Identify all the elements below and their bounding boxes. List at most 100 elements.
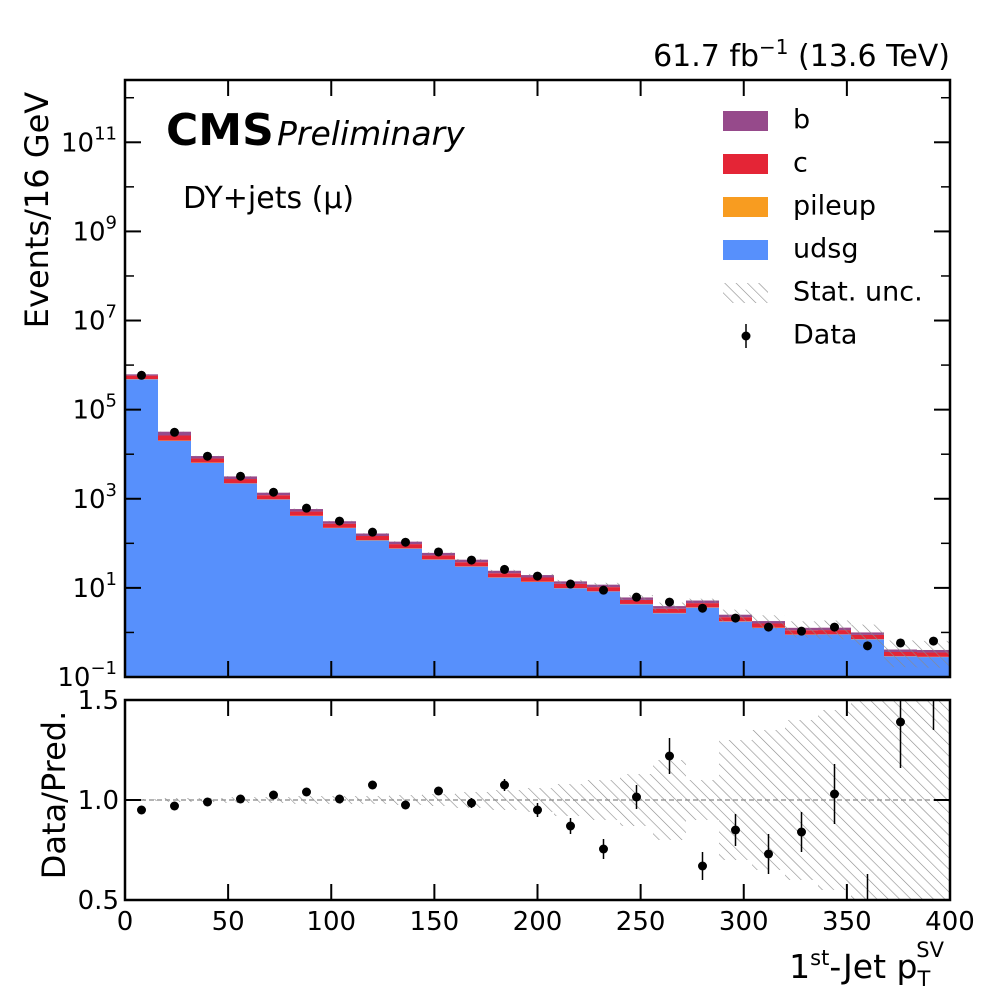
x-label-sub: T [916, 967, 930, 991]
stack-bar [455, 567, 488, 682]
data-point [566, 580, 575, 589]
ratio-point [335, 795, 344, 804]
data-point [236, 472, 245, 481]
data-point [203, 452, 212, 461]
x-tick-label: 300 [719, 907, 769, 937]
data-point [533, 572, 542, 581]
ratio-point [236, 795, 245, 804]
stack-bar [125, 379, 158, 682]
data-point [731, 614, 740, 623]
data-point [434, 547, 443, 556]
x-tick-label: 100 [306, 907, 356, 937]
ratio-point [302, 788, 311, 797]
y-tick-base: 10 [72, 217, 105, 247]
lumi-rest: (13.6 TeV) [789, 39, 950, 74]
y-axis-label: Events/16 GeV [18, 92, 56, 329]
ratio-point [500, 781, 509, 790]
lumi-main: 61.7 fb [653, 39, 759, 74]
annotation: DY+jets (μ) [183, 181, 354, 216]
data-point [665, 598, 674, 607]
y-tick-base: 10 [72, 307, 105, 337]
data-point [401, 538, 410, 547]
ratio-point [269, 791, 278, 800]
y-tick-label: 105 [72, 391, 117, 426]
data-point [368, 528, 377, 537]
ratio-point [830, 790, 839, 799]
data-point [863, 641, 872, 650]
ratio-point [698, 862, 707, 871]
x-label-part: 1 [789, 947, 810, 986]
x-label-part: -Jet p [829, 947, 917, 986]
ratio-point [599, 845, 608, 854]
x-tick-label: 250 [616, 907, 666, 937]
data-point [632, 593, 641, 602]
stack-bar [752, 628, 785, 682]
legend-label: Data [793, 320, 857, 351]
y-tick-label: 101 [72, 569, 117, 604]
legend-label: b [793, 105, 810, 136]
lumi-label: 61.7 fb−1 (13.6 TeV) [653, 35, 950, 74]
data-point [797, 627, 806, 636]
data-point [896, 638, 905, 647]
ratio-point [368, 781, 377, 790]
ratio-point [764, 850, 773, 859]
stack-bar [257, 500, 290, 682]
x-tick-label: 150 [410, 907, 460, 937]
stack-bar [686, 608, 719, 682]
ratio-point [401, 801, 410, 810]
legend-swatch [723, 197, 768, 217]
x-tick-label: 350 [822, 907, 872, 937]
x-tick-label: 200 [513, 907, 563, 937]
x-axis-label: 1st-Jet pTSV [789, 938, 945, 991]
ratio-point [137, 806, 146, 815]
main-plot-area [125, 371, 950, 682]
stack-bar [323, 528, 356, 682]
stack-bar [224, 484, 257, 682]
data-point [467, 556, 476, 565]
legend-swatch [723, 154, 768, 174]
ratio-point [566, 822, 575, 831]
y-tick-label: 1.0 [78, 786, 119, 816]
y-tick-base: 10 [72, 396, 105, 426]
data-point [929, 637, 938, 646]
stack-bar [389, 549, 422, 682]
y-tick-exp: 11 [94, 123, 117, 144]
legend-swatch [723, 283, 768, 303]
ratio-point [170, 802, 179, 811]
stack-bar [587, 591, 620, 682]
stack-bar [158, 441, 191, 682]
legend-label: c [793, 148, 808, 179]
stack-bar [785, 635, 818, 682]
y-tick-base: 10 [61, 128, 94, 158]
ratio-point [731, 826, 740, 835]
ratio-point [434, 787, 443, 796]
lumi-exp: −1 [759, 35, 788, 59]
data-point [335, 517, 344, 526]
ratio-point [467, 799, 476, 808]
y-tick-label: 107 [72, 302, 117, 337]
stat-unc-band [686, 599, 719, 603]
legend-marker [742, 332, 751, 341]
data-point [599, 586, 608, 595]
legend-swatch [723, 240, 768, 260]
y-tick-label: 1.5 [78, 686, 119, 716]
x-label-sup: st [810, 946, 829, 970]
y-tick-exp: 9 [106, 212, 117, 233]
data-point [137, 371, 146, 380]
y-tick-label: 0.5 [78, 886, 119, 916]
y-tick-label: 103 [72, 480, 117, 515]
x-tick-label: 0 [117, 907, 134, 937]
x-tick-label: 400 [925, 907, 975, 937]
y-tick-base: 10 [72, 485, 105, 515]
legend-label: udsg [793, 234, 858, 265]
legend-swatch [723, 111, 768, 131]
ratio-point [203, 798, 212, 807]
stack-bar [620, 604, 653, 682]
data-point [830, 623, 839, 632]
data-point [170, 428, 179, 437]
stack-bar [191, 463, 224, 682]
stack-bar [653, 613, 686, 682]
ratio-point [533, 806, 542, 815]
